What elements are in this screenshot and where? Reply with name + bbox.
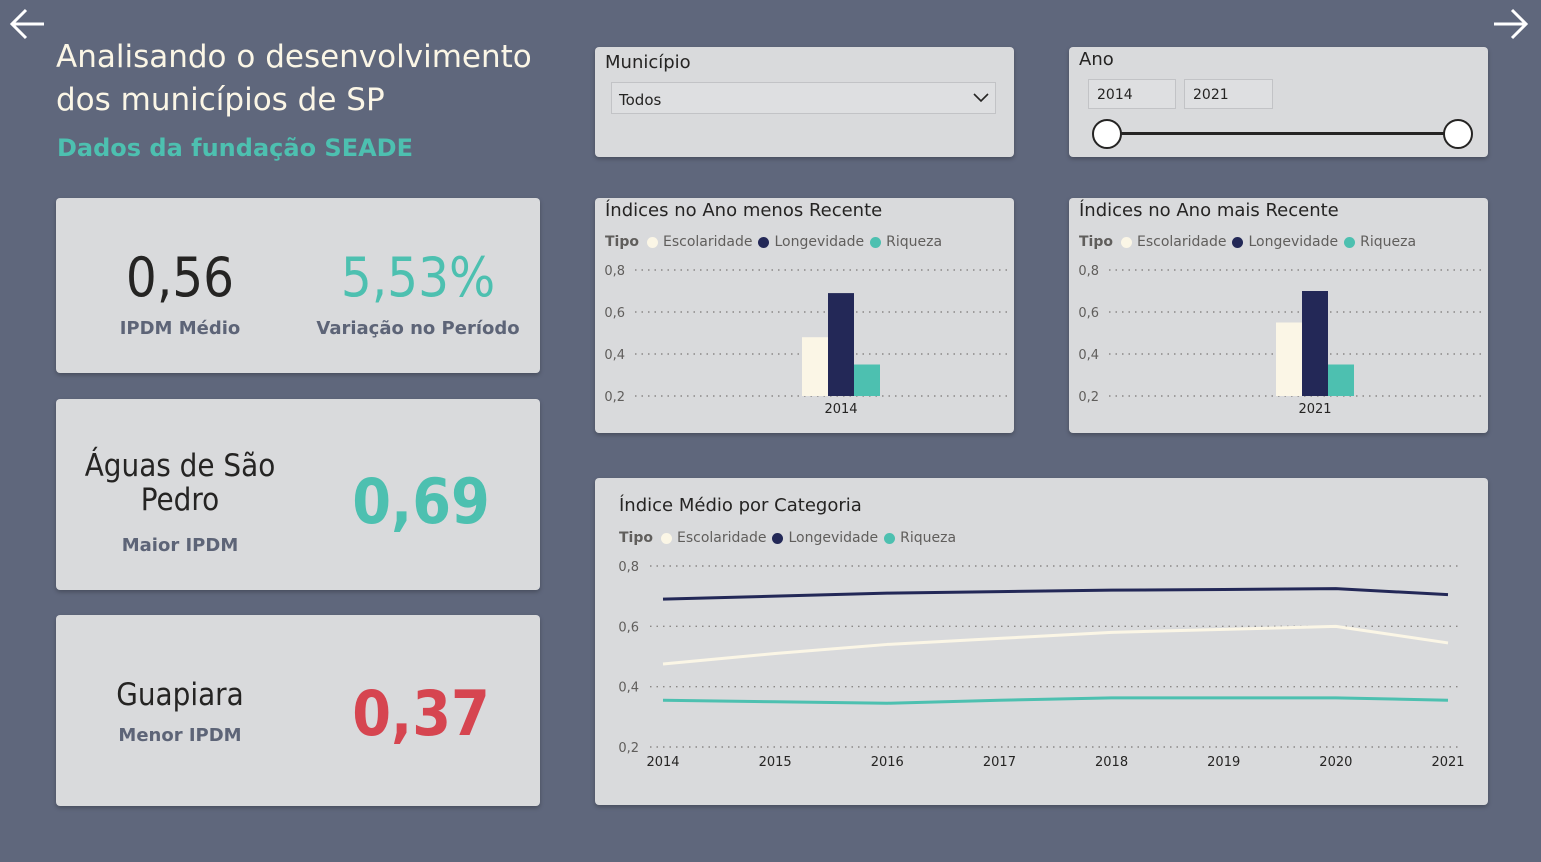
ipdm-medio-label: IPDM Médio bbox=[119, 318, 241, 339]
menor-ipdm-label: Menor IPDM bbox=[118, 725, 242, 746]
y-tick-label: 0,4 bbox=[604, 348, 625, 363]
bar-riqueza bbox=[854, 364, 880, 396]
y-tick-label: 0,2 bbox=[618, 741, 639, 756]
y-tick-label: 0,2 bbox=[604, 390, 625, 405]
x-tick-label: 2014 bbox=[646, 755, 679, 770]
chart-title: Índice Médio por Categoria bbox=[619, 495, 862, 516]
arrow-right-icon[interactable] bbox=[1490, 4, 1530, 44]
legend-longevidade-dot bbox=[758, 236, 770, 248]
legend-title: Tipo bbox=[619, 530, 653, 546]
x-tick-label: 2017 bbox=[983, 755, 1016, 770]
y-tick-label: 0,6 bbox=[618, 620, 639, 635]
x-tick-label: 2020 bbox=[1319, 755, 1352, 770]
y-tick-label: 0,6 bbox=[604, 306, 625, 321]
legend-riqueza-dot bbox=[1344, 236, 1356, 248]
legend-riqueza-dot bbox=[870, 236, 882, 248]
legend-escolaridade-label[interactable]: Escolaridade bbox=[1137, 234, 1227, 250]
municipio-slicer-title: Município bbox=[605, 52, 691, 73]
municipio-dropdown[interactable]: Todos bbox=[611, 82, 996, 114]
municipio-dropdown-value: Todos bbox=[619, 91, 662, 109]
legend-longevidade-label[interactable]: Longevidade bbox=[788, 530, 879, 546]
y-tick-label: 0,8 bbox=[1078, 264, 1099, 279]
ano-slicer-title: Ano bbox=[1079, 49, 1114, 70]
maior-ipdm-label: Maior IPDM bbox=[121, 535, 239, 556]
ano-slider-end-handle[interactable] bbox=[1443, 119, 1473, 149]
chevron-down-icon[interactable] bbox=[973, 90, 989, 110]
line-riqueza bbox=[662, 696, 1449, 705]
menor-municipio-name: Guapiara bbox=[116, 677, 244, 713]
legend-longevidade-dot bbox=[1232, 236, 1244, 248]
page-subtitle: Dados da fundação SEADE bbox=[57, 134, 413, 162]
bar-chart-plot: 0,2 0,4 0,6 0,8 2021 bbox=[1078, 264, 1481, 417]
ano-slider-track[interactable] bbox=[1106, 132, 1458, 135]
x-tick-label: 2014 bbox=[824, 402, 857, 417]
legend-longevidade-dot bbox=[772, 532, 784, 544]
kpi-card-summary: 0,56 IPDM Médio 5,53% Variação no Períod… bbox=[56, 198, 540, 373]
page-title: Analisando o desenvolvimento dos municíp… bbox=[56, 39, 532, 118]
bar-escolaridade bbox=[1276, 322, 1302, 396]
x-tick-label: 2021 bbox=[1431, 755, 1464, 770]
maior-municipio-name: Águas de São Pedro bbox=[84, 448, 276, 518]
maior-ipdm-value: 0,69 bbox=[352, 465, 490, 538]
legend-escolaridade-dot bbox=[661, 532, 672, 544]
line-longevidade bbox=[662, 587, 1449, 601]
y-tick-label: 0,6 bbox=[1078, 306, 1099, 321]
x-tick-label: 2015 bbox=[759, 755, 792, 770]
chart-title: Índices no Ano menos Recente bbox=[605, 200, 883, 221]
y-tick-label: 0,2 bbox=[1078, 390, 1099, 405]
ano-slider-start-handle[interactable] bbox=[1092, 119, 1122, 149]
ano-slicer: Ano 2014 2021 bbox=[1069, 47, 1488, 157]
chart-indice-medio: Índice Médio por Categoria Tipo Escolari… bbox=[595, 478, 1488, 805]
bar-chart-plot: 0,2 0,4 0,6 0,8 2014 bbox=[604, 264, 1007, 417]
legend-title: Tipo bbox=[1079, 234, 1113, 250]
chart-ano-menos-recente: Índices no Ano menos Recente Tipo Escola… bbox=[595, 198, 1014, 433]
y-tick-label: 0,8 bbox=[604, 264, 625, 279]
legend-escolaridade-dot bbox=[1121, 236, 1132, 248]
legend-riqueza-label[interactable]: Riqueza bbox=[1360, 234, 1417, 250]
arrow-left-icon[interactable] bbox=[8, 4, 48, 44]
legend-riqueza-label[interactable]: Riqueza bbox=[886, 234, 943, 250]
legend-escolaridade-label[interactable]: Escolaridade bbox=[663, 234, 753, 250]
kpi-card-menor: Guapiara Menor IPDM 0,37 bbox=[56, 615, 540, 806]
kpi-card-maior: Águas de São Pedro Maior IPDM 0,69 bbox=[56, 399, 540, 590]
legend-escolaridade-dot bbox=[647, 236, 658, 248]
legend-escolaridade-label[interactable]: Escolaridade bbox=[677, 530, 767, 546]
ano-end-input[interactable]: 2021 bbox=[1184, 79, 1273, 109]
line-escolaridade bbox=[662, 624, 1449, 666]
municipio-slicer: Município Todos bbox=[595, 47, 1014, 157]
variacao-value: 5,53% bbox=[340, 246, 496, 309]
chart-legend: Tipo Escolaridade Longevidade Riqueza bbox=[605, 234, 946, 250]
bar-riqueza bbox=[1328, 364, 1354, 396]
y-tick-label: 0,8 bbox=[618, 560, 639, 575]
ano-start-input[interactable]: 2014 bbox=[1088, 79, 1176, 109]
legend-longevidade-label[interactable]: Longevidade bbox=[1248, 234, 1339, 250]
x-tick-label: 2021 bbox=[1298, 402, 1331, 417]
y-tick-label: 0,4 bbox=[1078, 348, 1099, 363]
menor-ipdm-value: 0,37 bbox=[352, 677, 490, 750]
ipdm-medio-value: 0,56 bbox=[125, 246, 235, 309]
chart-legend: Tipo Escolaridade Longevidade Riqueza bbox=[1079, 234, 1420, 250]
chart-legend: Tipo Escolaridade Longevidade Riqueza bbox=[619, 530, 960, 546]
x-tick-label: 2016 bbox=[871, 755, 904, 770]
legend-title: Tipo bbox=[605, 234, 639, 250]
legend-riqueza-label[interactable]: Riqueza bbox=[900, 530, 957, 546]
y-tick-label: 0,4 bbox=[618, 681, 639, 696]
variacao-label: Variação no Período bbox=[316, 318, 520, 339]
legend-longevidade-label[interactable]: Longevidade bbox=[774, 234, 865, 250]
chart-title: Índices no Ano mais Recente bbox=[1079, 200, 1339, 221]
chart-ano-mais-recente: Índices no Ano mais Recente Tipo Escolar… bbox=[1069, 198, 1488, 433]
bar-escolaridade bbox=[802, 337, 828, 396]
x-tick-label: 2018 bbox=[1095, 755, 1128, 770]
legend-riqueza-dot bbox=[884, 532, 896, 544]
line-chart-plot: 0,2 0,4 0,6 0,8 2014 2015 2016 2017 2018 2019 2020… bbox=[618, 560, 1464, 770]
bar-longevidade bbox=[828, 293, 854, 396]
x-tick-label: 2019 bbox=[1207, 755, 1240, 770]
bar-longevidade bbox=[1302, 291, 1328, 396]
